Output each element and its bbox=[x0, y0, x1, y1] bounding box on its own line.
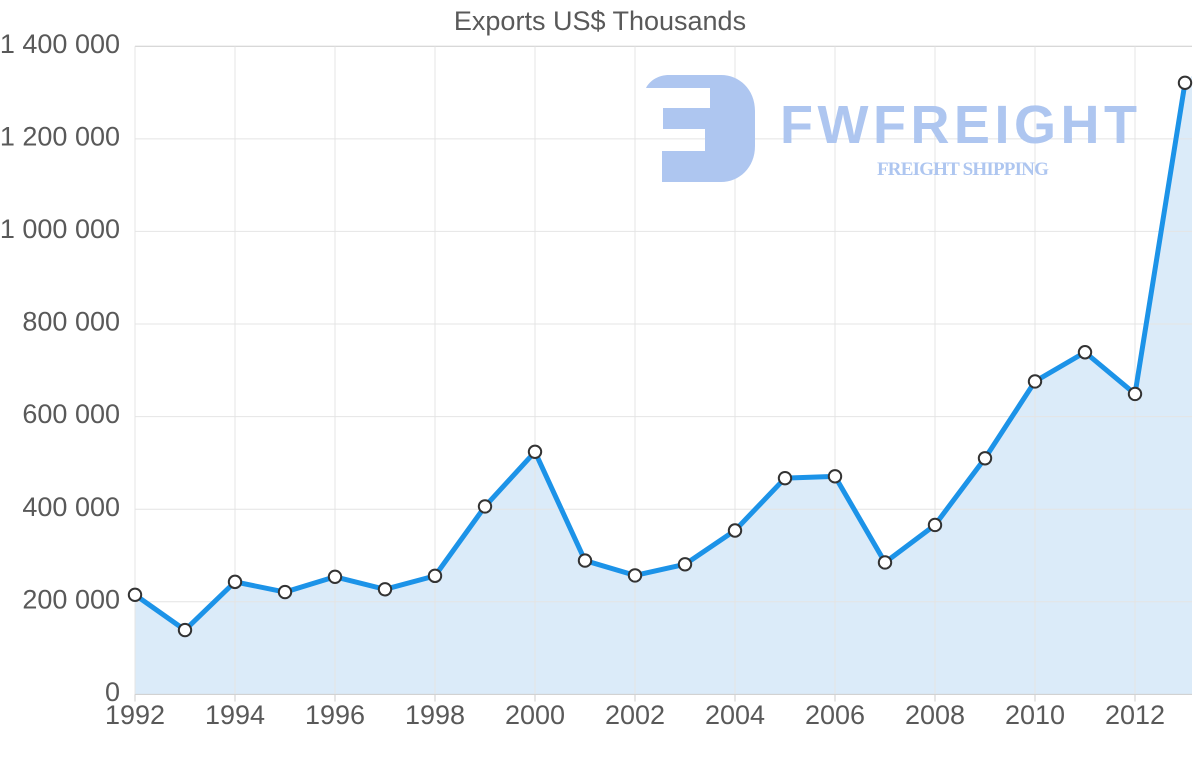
svg-text:400 000: 400 000 bbox=[22, 492, 120, 522]
svg-text:600 000: 600 000 bbox=[22, 399, 120, 429]
svg-text:1996: 1996 bbox=[305, 700, 365, 730]
svg-text:2010: 2010 bbox=[1005, 700, 1065, 730]
svg-text:2006: 2006 bbox=[805, 700, 865, 730]
svg-text:1 200 000: 1 200 000 bbox=[0, 122, 120, 152]
svg-text:2012: 2012 bbox=[1105, 700, 1165, 730]
svg-text:1992: 1992 bbox=[105, 700, 165, 730]
svg-text:1 000 000: 1 000 000 bbox=[0, 214, 120, 244]
svg-text:200 000: 200 000 bbox=[22, 585, 120, 615]
svg-text:1998: 1998 bbox=[405, 700, 465, 730]
svg-text:800 000: 800 000 bbox=[22, 307, 120, 337]
svg-text:1994: 1994 bbox=[205, 700, 265, 730]
svg-text:FREIGHT SHIPPING: FREIGHT SHIPPING bbox=[877, 159, 1049, 180]
svg-text:FWFREIGHT: FWFREIGHT bbox=[780, 95, 1141, 155]
svg-text:2002: 2002 bbox=[605, 700, 665, 730]
svg-text:2008: 2008 bbox=[905, 700, 965, 730]
svg-text:2000: 2000 bbox=[505, 700, 565, 730]
svg-text:2004: 2004 bbox=[705, 700, 765, 730]
